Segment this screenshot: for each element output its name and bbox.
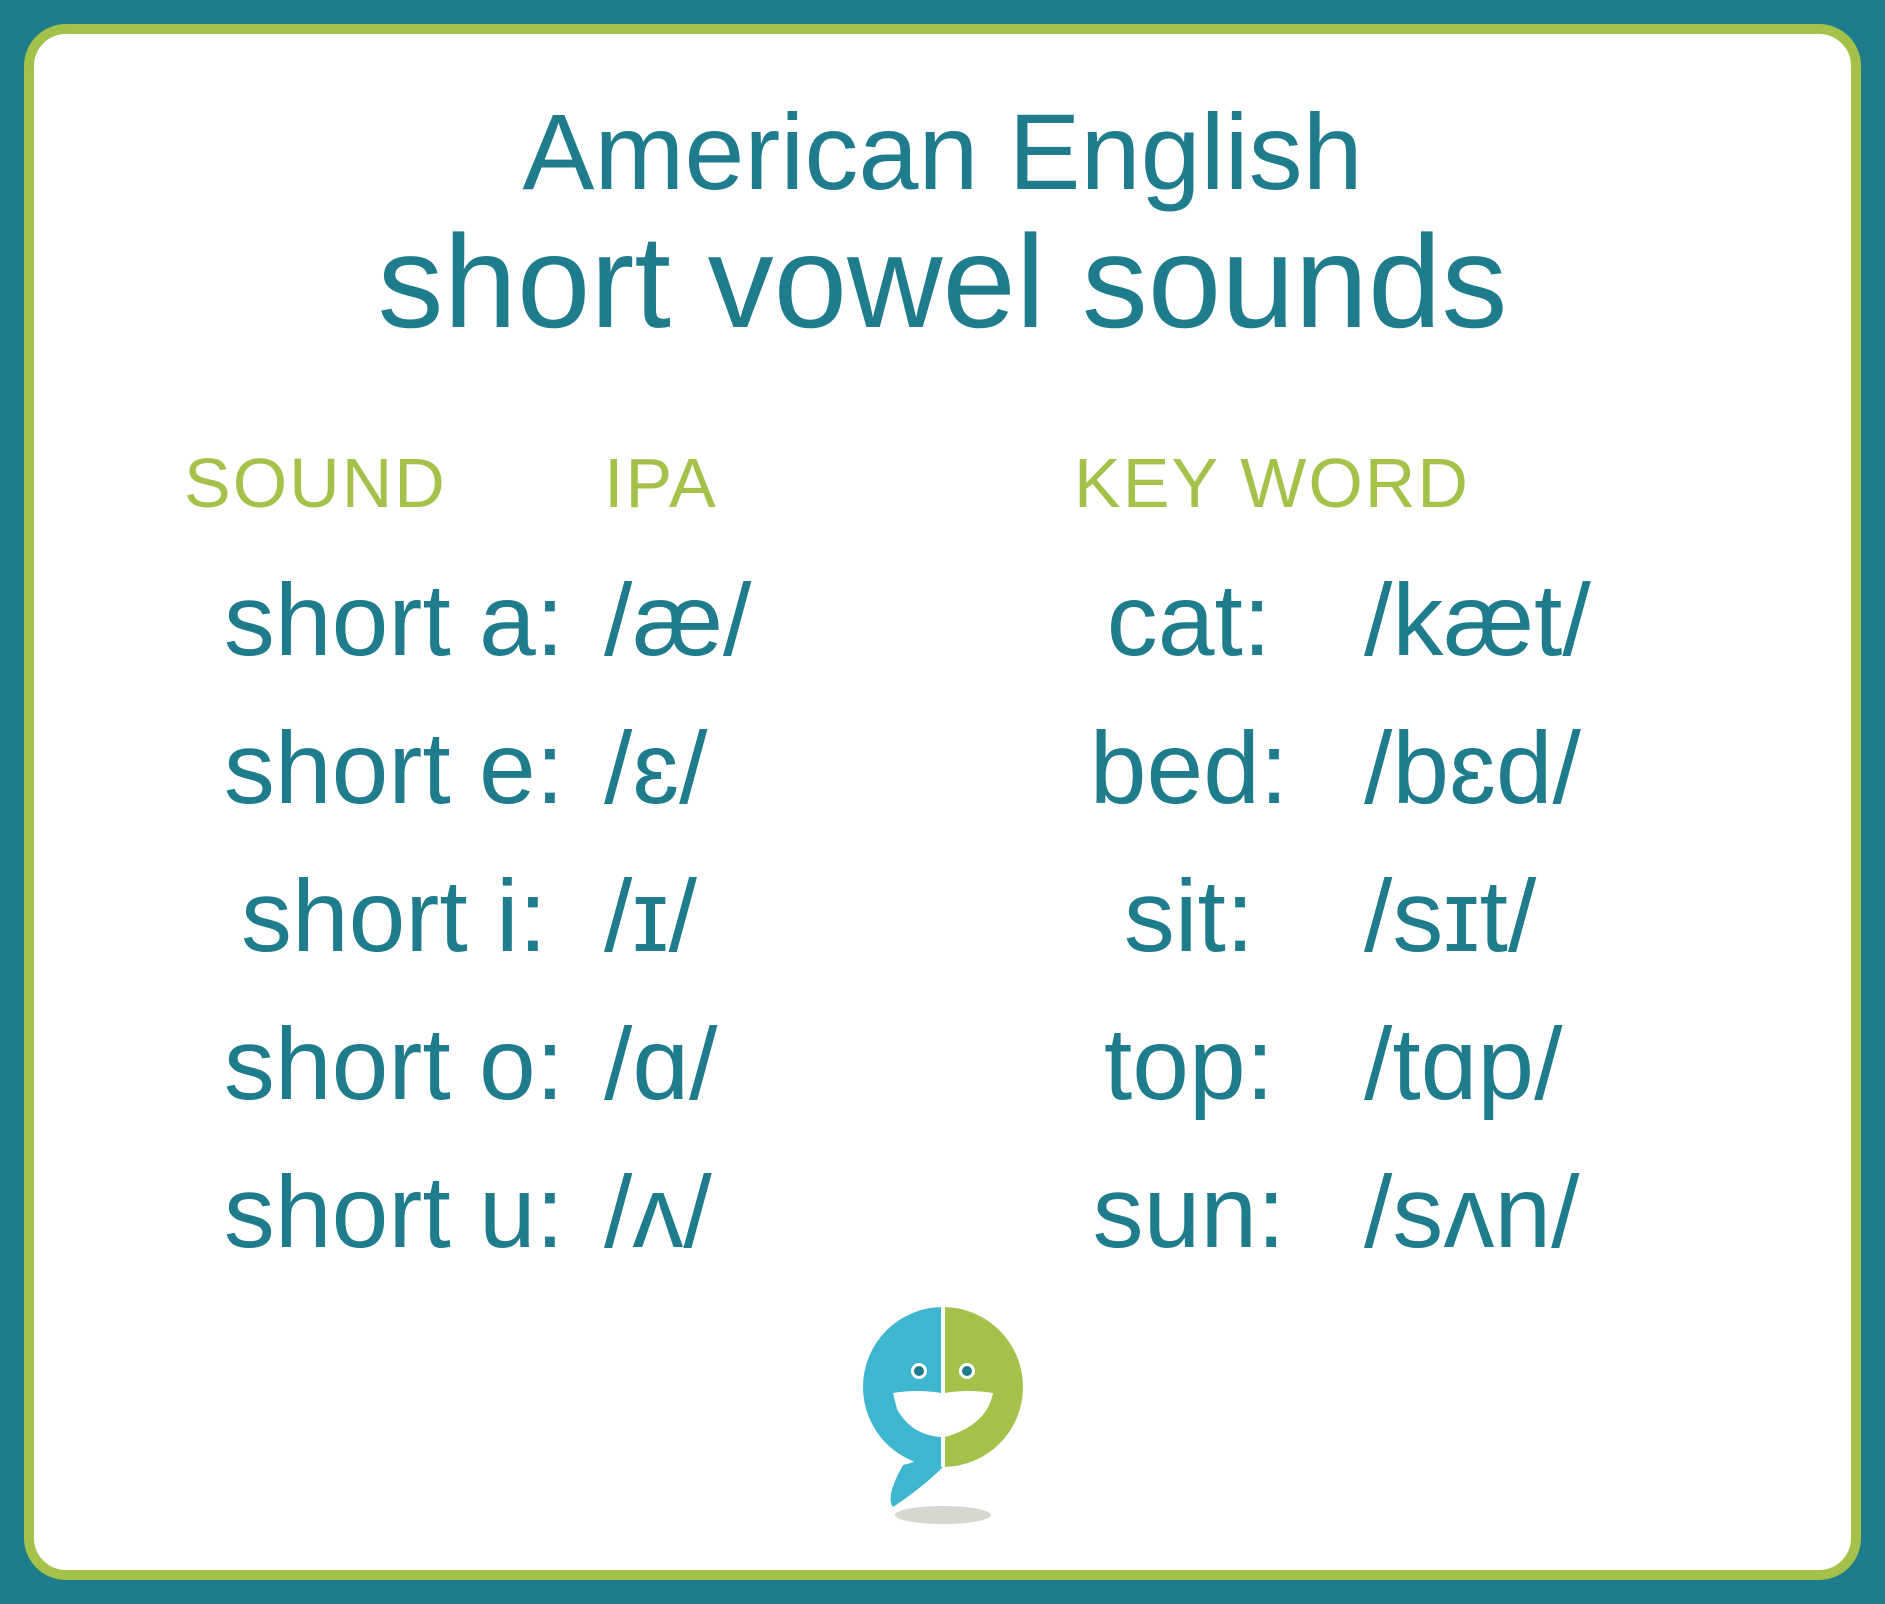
cell-word-ipa: /bɛd/ <box>1304 695 1731 843</box>
column-headers: SOUND IPA KEY WORD <box>124 443 1761 547</box>
cell-sound: short i: <box>184 843 604 991</box>
cell-word-ipa: /kæt/ <box>1304 547 1731 695</box>
logo-icon <box>833 1297 1053 1527</box>
cell-sound: short o: <box>184 991 604 1139</box>
cell-ipa: /æ/ <box>604 547 984 695</box>
cell-word-ipa: /tɑp/ <box>1304 991 1731 1139</box>
header-ipa: IPA <box>604 443 984 523</box>
logo-wrap <box>124 1297 1761 1527</box>
table-row: short o: /ɑ/ top: /tɑp/ <box>124 991 1761 1139</box>
cell-sound: short u: <box>184 1139 604 1287</box>
cell-ipa: /ɑ/ <box>604 991 984 1139</box>
cell-ipa: /ɛ/ <box>604 695 984 843</box>
title-line-1: American English <box>124 94 1761 211</box>
cell-ipa: /ʌ/ <box>604 1139 984 1287</box>
cell-word-ipa: /sʌn/ <box>1304 1139 1731 1287</box>
table-row: short u: /ʌ/ sun: /sʌn/ <box>124 1139 1761 1287</box>
cell-sound: short a: <box>184 547 604 695</box>
cell-word: sit: <box>984 843 1304 991</box>
vowel-rows: short a: /æ/ cat: /kæt/ short e: /ɛ/ bed… <box>124 547 1761 1286</box>
title-block: American English short vowel sounds <box>124 94 1761 353</box>
cell-word-ipa: /sɪt/ <box>1304 843 1731 991</box>
header-sound: SOUND <box>184 443 604 523</box>
header-key-word: KEY WORD <box>984 443 1731 523</box>
cell-word: cat: <box>984 547 1304 695</box>
outer-frame: American English short vowel sounds SOUN… <box>0 0 1885 1604</box>
cell-word: bed: <box>984 695 1304 843</box>
title-line-2: short vowel sounds <box>124 211 1761 354</box>
cell-ipa: /ɪ/ <box>604 843 984 991</box>
cell-word: sun: <box>984 1139 1304 1287</box>
table-row: short i: /ɪ/ sit: /sɪt/ <box>124 843 1761 991</box>
content-card: American English short vowel sounds SOUN… <box>24 24 1861 1580</box>
cell-sound: short e: <box>184 695 604 843</box>
table-row: short e: /ɛ/ bed: /bɛd/ <box>124 695 1761 843</box>
table-row: short a: /æ/ cat: /kæt/ <box>124 547 1761 695</box>
cell-word: top: <box>984 991 1304 1139</box>
